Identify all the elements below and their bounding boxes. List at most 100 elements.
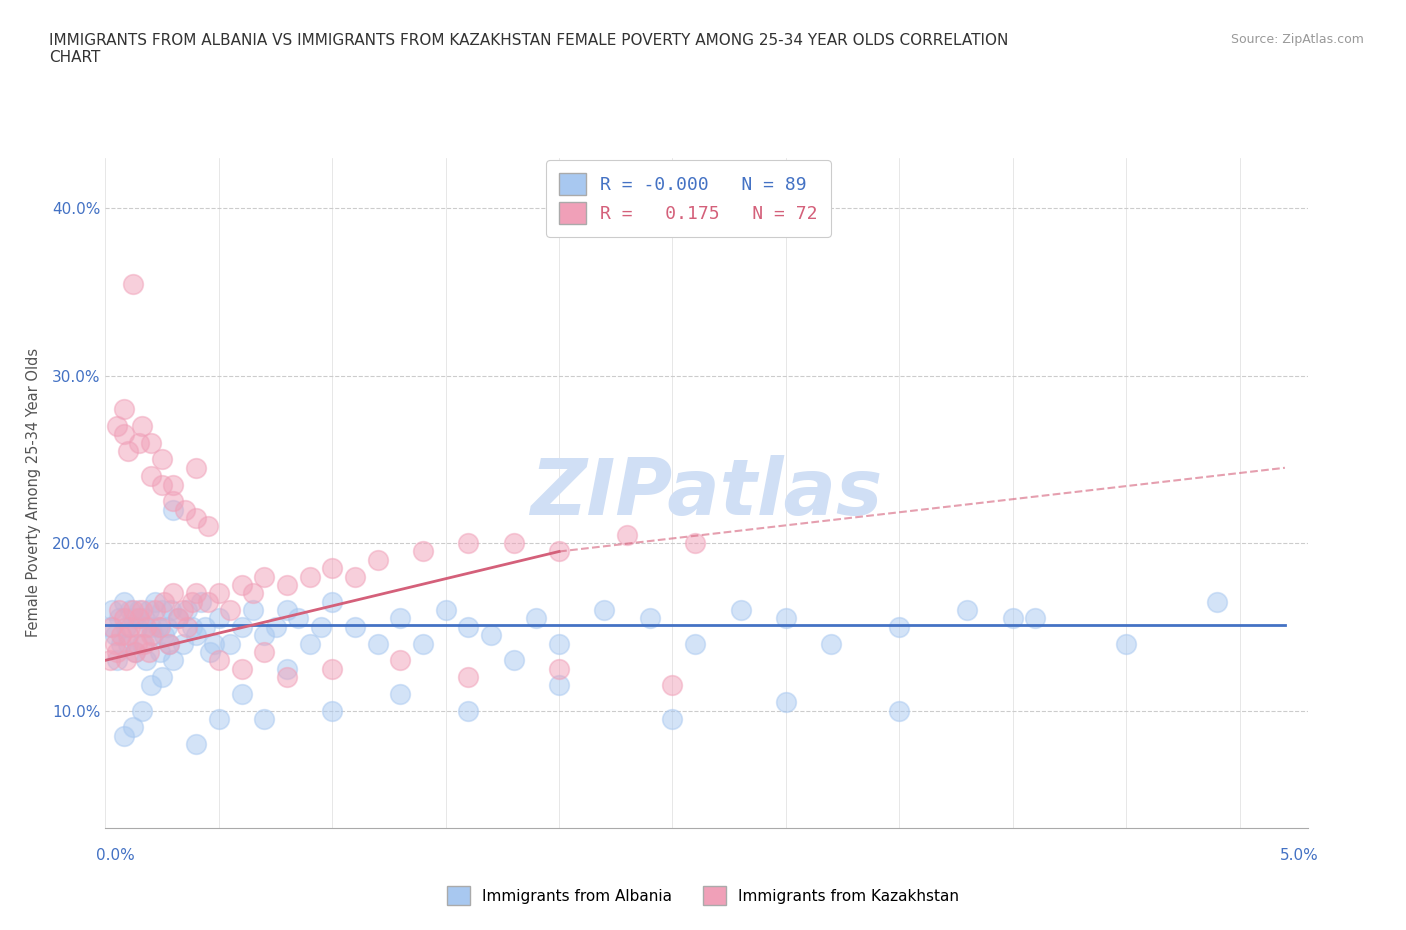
Point bbox=[186, 586, 208, 601]
Point bbox=[197, 594, 219, 609]
Point bbox=[132, 611, 155, 626]
Point bbox=[253, 644, 276, 659]
Point bbox=[389, 686, 412, 701]
Point bbox=[457, 670, 479, 684]
Point bbox=[321, 703, 343, 718]
Point bbox=[457, 536, 479, 551]
Point bbox=[198, 644, 221, 659]
Point bbox=[775, 695, 797, 710]
Point bbox=[412, 636, 434, 651]
Point bbox=[502, 653, 524, 668]
Point bbox=[153, 594, 176, 609]
Point bbox=[110, 628, 132, 643]
Point bbox=[298, 636, 321, 651]
Point bbox=[180, 619, 202, 634]
Point bbox=[253, 628, 276, 643]
Point bbox=[139, 469, 162, 484]
Point bbox=[231, 686, 253, 701]
Point bbox=[616, 527, 638, 542]
Point bbox=[956, 603, 979, 618]
Point bbox=[108, 603, 131, 618]
Point bbox=[180, 594, 202, 609]
Point bbox=[367, 552, 389, 567]
Point bbox=[219, 603, 242, 618]
Point bbox=[135, 619, 157, 634]
Point bbox=[683, 636, 706, 651]
Point bbox=[548, 544, 571, 559]
Point bbox=[661, 711, 683, 726]
Point bbox=[231, 619, 253, 634]
Point bbox=[131, 603, 153, 618]
Point bbox=[167, 611, 190, 626]
Point bbox=[321, 661, 343, 676]
Point bbox=[548, 678, 571, 693]
Point bbox=[176, 603, 198, 618]
Point bbox=[157, 636, 180, 651]
Point bbox=[146, 619, 169, 634]
Point bbox=[149, 644, 172, 659]
Point bbox=[889, 703, 911, 718]
Point bbox=[208, 611, 231, 626]
Point bbox=[121, 276, 143, 291]
Point bbox=[889, 619, 911, 634]
Point bbox=[115, 653, 138, 668]
Legend: R = -0.000   N = 89, R =   0.175   N = 72: R = -0.000 N = 89, R = 0.175 N = 72 bbox=[547, 161, 831, 237]
Point bbox=[121, 720, 143, 735]
Point bbox=[502, 536, 524, 551]
Point bbox=[343, 619, 366, 634]
Point bbox=[124, 644, 146, 659]
Point bbox=[105, 418, 128, 433]
Point bbox=[138, 644, 160, 659]
Point bbox=[208, 653, 231, 668]
Point bbox=[103, 636, 125, 651]
Point bbox=[149, 619, 172, 634]
Point bbox=[131, 703, 153, 718]
Point bbox=[120, 619, 142, 634]
Point bbox=[128, 603, 150, 618]
Point bbox=[190, 594, 212, 609]
Point bbox=[186, 511, 208, 525]
Point bbox=[139, 435, 162, 450]
Point bbox=[730, 603, 752, 618]
Point bbox=[1115, 636, 1137, 651]
Point bbox=[1205, 594, 1227, 609]
Point bbox=[683, 536, 706, 551]
Point bbox=[112, 728, 135, 743]
Point bbox=[526, 611, 548, 626]
Point bbox=[231, 578, 253, 592]
Point bbox=[121, 603, 143, 618]
Point bbox=[162, 586, 184, 601]
Point bbox=[117, 444, 139, 458]
Point bbox=[135, 653, 157, 668]
Point bbox=[143, 603, 166, 618]
Point bbox=[101, 619, 124, 634]
Point bbox=[110, 636, 132, 651]
Point bbox=[143, 594, 166, 609]
Point bbox=[309, 619, 332, 634]
Text: ZIPatlas: ZIPatlas bbox=[530, 455, 883, 531]
Point bbox=[139, 619, 162, 634]
Point bbox=[208, 711, 231, 726]
Point bbox=[153, 628, 176, 643]
Point bbox=[548, 636, 571, 651]
Point bbox=[343, 569, 366, 584]
Point bbox=[457, 619, 479, 634]
Point bbox=[156, 619, 179, 634]
Text: IMMIGRANTS FROM ALBANIA VS IMMIGRANTS FROM KAZAKHSTAN FEMALE POVERTY AMONG 25-34: IMMIGRANTS FROM ALBANIA VS IMMIGRANTS FR… bbox=[49, 33, 1008, 65]
Point bbox=[276, 578, 298, 592]
Point bbox=[167, 611, 190, 626]
Point bbox=[162, 494, 184, 509]
Point bbox=[661, 678, 683, 693]
Point bbox=[298, 569, 321, 584]
Point bbox=[548, 661, 571, 676]
Point bbox=[172, 636, 194, 651]
Point bbox=[820, 636, 842, 651]
Point bbox=[194, 619, 217, 634]
Point bbox=[176, 619, 198, 634]
Text: Source: ZipAtlas.com: Source: ZipAtlas.com bbox=[1230, 33, 1364, 46]
Point bbox=[120, 603, 142, 618]
Point bbox=[117, 636, 139, 651]
Point bbox=[157, 636, 180, 651]
Point bbox=[172, 603, 194, 618]
Point bbox=[128, 611, 150, 626]
